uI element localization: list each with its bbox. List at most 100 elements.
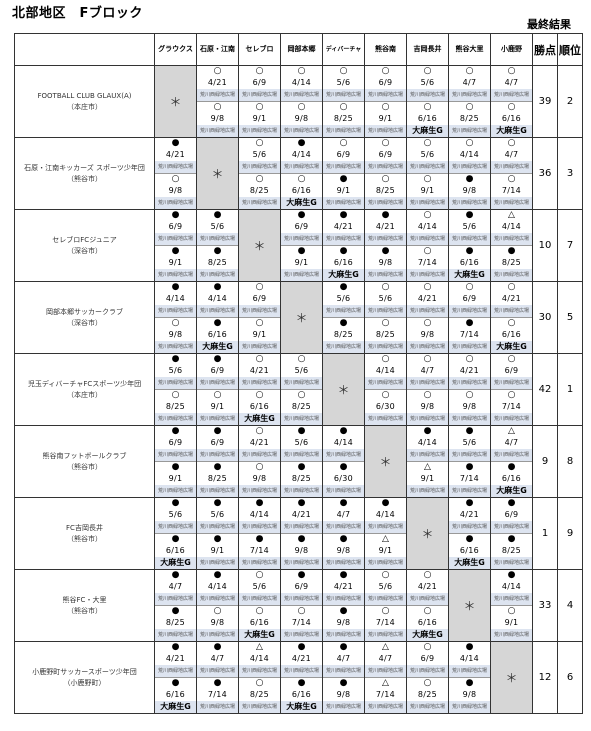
match-entry: ○ 9/8 荒川西緑地広場 bbox=[407, 317, 448, 353]
match-cell: △ 4/14 荒川西緑地広場 ● 8/25 荒川西緑地広場 bbox=[490, 209, 533, 282]
column-header: ディバーチャ bbox=[322, 33, 365, 66]
result-mark: ○ bbox=[407, 354, 448, 365]
match-date: 6/9 bbox=[365, 149, 406, 161]
match-cell: ○ 4/14 荒川西緑地広場 ○ 6/30 荒川西緑地広場 bbox=[364, 353, 407, 426]
match-entry: ● 4/14 荒川西緑地広場 bbox=[239, 498, 280, 533]
match-venue: 荒川西緑地広場 bbox=[239, 449, 280, 461]
table-body: FOOTBALL CLUB GLAUX(A) （本庄市）＊ ○ 4/21 荒川西緑地広場… bbox=[14, 65, 583, 714]
match-date: 4/7 bbox=[323, 653, 364, 665]
result-mark: ○ bbox=[449, 354, 490, 365]
match-venue: 荒川西緑地広場 bbox=[239, 485, 280, 497]
result-mark: ○ bbox=[491, 606, 532, 617]
result-mark: ○ bbox=[239, 318, 280, 329]
match-date: 4/14 bbox=[281, 149, 322, 161]
result-mark: ● bbox=[365, 210, 406, 221]
result-mark: ● bbox=[449, 462, 490, 473]
match-date: 6/16 bbox=[407, 113, 448, 125]
match-cell: ○ 4/21 荒川西緑地広場 ○ 6/16 大麻生G bbox=[238, 353, 281, 426]
result-mark: ○ bbox=[281, 354, 322, 365]
match-date: 4/21 bbox=[239, 365, 280, 377]
match-venue: 大麻生G bbox=[281, 197, 322, 209]
match-date: 6/9 bbox=[239, 293, 280, 305]
match-entry: ○ 8/25 荒川西緑地広場 bbox=[365, 317, 406, 353]
result-mark: ○ bbox=[365, 138, 406, 149]
match-date: 6/9 bbox=[197, 365, 238, 377]
match-venue: 荒川西緑地広場 bbox=[155, 305, 196, 317]
match-date: 4/7 bbox=[197, 653, 238, 665]
match-cell: ● 6/9 荒川西緑地広場 ● 9/1 荒川西緑地広場 bbox=[154, 425, 197, 498]
match-venue: 荒川西緑地広場 bbox=[449, 665, 490, 677]
match-entry: ○ 8/25 荒川西緑地広場 bbox=[239, 173, 280, 209]
match-cell: ● 5/6 荒川西緑地広場 ● 6/16 大麻生G bbox=[448, 209, 491, 282]
match-venue: 荒川西緑地広場 bbox=[323, 341, 364, 353]
match-date: 7/14 bbox=[281, 617, 322, 629]
team-name-cell: 熊谷南フットボールクラブ （熊谷市） bbox=[14, 425, 155, 498]
result-mark: ○ bbox=[407, 390, 448, 401]
match-entry: ● 4/14 荒川西緑地広場 bbox=[323, 426, 364, 461]
match-venue: 大麻生G bbox=[491, 485, 532, 497]
match-venue: 荒川西緑地広場 bbox=[323, 89, 364, 101]
match-date: 9/8 bbox=[281, 545, 322, 557]
match-entry: ○ 6/16 大麻生G bbox=[491, 317, 532, 353]
result-mark: ○ bbox=[491, 318, 532, 329]
result-mark: ● bbox=[323, 282, 364, 293]
result-mark: ● bbox=[491, 534, 532, 545]
match-venue: 荒川西緑地広場 bbox=[407, 413, 448, 425]
match-entry: ● 7/14 荒川西緑地広場 bbox=[239, 533, 280, 569]
match-entry: ○ 7/14 荒川西緑地広場 bbox=[491, 173, 532, 209]
match-venue: 荒川西緑地広場 bbox=[407, 161, 448, 173]
result-mark: ● bbox=[155, 606, 196, 617]
result-mark: ● bbox=[491, 498, 532, 509]
match-date: 7/14 bbox=[491, 401, 532, 413]
result-mark: ○ bbox=[281, 102, 322, 113]
match-entry: ○ 6/9 荒川西緑地広場 bbox=[449, 282, 490, 317]
result-mark: ○ bbox=[239, 282, 280, 293]
match-cell: ○ 6/9 荒川西緑地広場 ○ 8/25 荒川西緑地広場 bbox=[364, 137, 407, 210]
match-venue: 荒川西緑地広場 bbox=[407, 485, 448, 497]
match-cell: ● 5/6 荒川西緑地広場 ● 9/1 荒川西緑地広場 bbox=[196, 497, 239, 570]
result-mark: ○ bbox=[155, 390, 196, 401]
result-mark: ● bbox=[155, 462, 196, 473]
match-venue: 荒川西緑地広場 bbox=[449, 305, 490, 317]
result-mark: ○ bbox=[407, 282, 448, 293]
match-entry: ● 4/21 荒川西緑地広場 bbox=[155, 138, 196, 173]
match-venue: 荒川西緑地広場 bbox=[449, 449, 490, 461]
match-date: 4/14 bbox=[407, 221, 448, 233]
match-entry: ● 6/9 荒川西緑地広場 bbox=[155, 210, 196, 245]
match-venue: 荒川西緑地広場 bbox=[407, 305, 448, 317]
result-mark: ○ bbox=[239, 138, 280, 149]
match-entry: ○ 5/6 荒川西緑地広場 bbox=[365, 282, 406, 317]
match-date: 7/14 bbox=[449, 473, 490, 485]
match-venue: 荒川西緑地広場 bbox=[197, 233, 238, 245]
match-venue: 荒川西緑地広場 bbox=[155, 593, 196, 605]
match-date: 4/14 bbox=[449, 149, 490, 161]
match-cell: ● 5/6 荒川西緑地広場 ● 8/25 荒川西緑地広場 bbox=[280, 425, 323, 498]
result-mark: ● bbox=[197, 678, 238, 689]
result-mark: ● bbox=[281, 534, 322, 545]
column-header: セレブロ bbox=[238, 33, 281, 66]
match-date: 6/16 bbox=[323, 257, 364, 269]
match-entry: ○ 8/25 荒川西緑地広場 bbox=[281, 389, 322, 425]
match-date: 6/16 bbox=[491, 113, 532, 125]
match-venue: 荒川西緑地広場 bbox=[239, 557, 280, 569]
match-cell: ● 4/14 荒川西緑地広場 ○ 9/8 荒川西緑地広場 bbox=[196, 569, 239, 642]
match-date: 5/6 bbox=[239, 149, 280, 161]
match-entry: ○ 4/7 荒川西緑地広場 bbox=[491, 138, 532, 173]
match-date: 9/1 bbox=[197, 545, 238, 557]
match-date: 6/30 bbox=[323, 473, 364, 485]
result-mark: ○ bbox=[407, 66, 448, 77]
result-mark: ● bbox=[323, 174, 364, 185]
match-entry: ○ 5/6 荒川西緑地広場 bbox=[239, 570, 280, 605]
match-cell: ○ 4/7 荒川西緑地広場 ○ 8/25 荒川西緑地広場 bbox=[448, 65, 491, 138]
match-entry: △ 9/1 荒川西緑地広場 bbox=[365, 533, 406, 569]
match-date: 4/21 bbox=[449, 509, 490, 521]
team-name-cell: FOOTBALL CLUB GLAUX(A) （本庄市） bbox=[14, 65, 155, 138]
team-city: （本庄市） bbox=[67, 390, 102, 399]
team-row: FOOTBALL CLUB GLAUX(A) （本庄市）＊ ○ 4/21 荒川西緑地広場… bbox=[14, 65, 583, 138]
match-entry: ○ 6/16 大麻生G bbox=[407, 605, 448, 641]
match-date: 9/8 bbox=[323, 617, 364, 629]
match-date: 8/25 bbox=[281, 473, 322, 485]
result-mark: ○ bbox=[491, 174, 532, 185]
result-mark: ○ bbox=[365, 354, 406, 365]
match-venue: 荒川西緑地広場 bbox=[365, 629, 406, 641]
